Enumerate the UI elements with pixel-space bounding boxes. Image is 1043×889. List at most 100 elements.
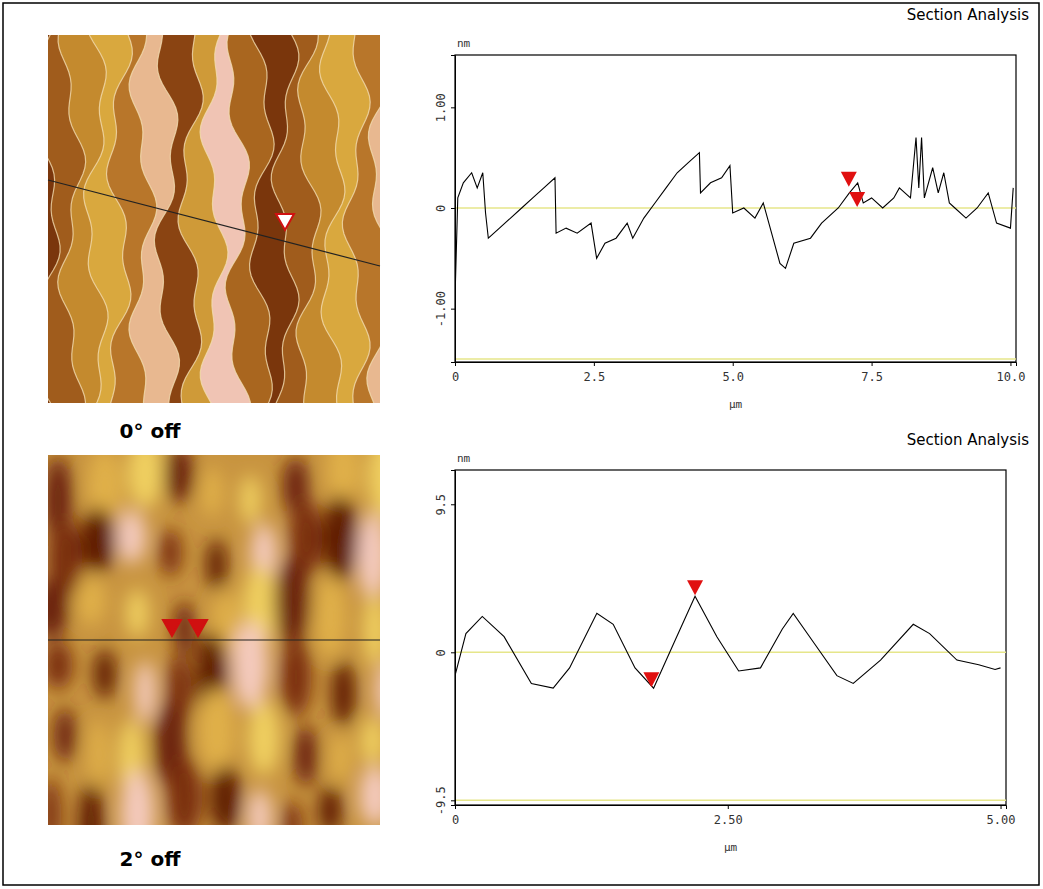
y-tick-mark [451,800,455,801]
cursor [687,580,703,595]
section-line [48,639,380,640]
surface-blob [48,777,61,825]
step-edge [154,35,179,403]
section-chart: 2° offSection Analysisnmµm02.505.009.50-… [120,431,1030,871]
y-axis-line [451,56,456,363]
surface-blob [315,574,346,658]
y-tick-mark [451,504,455,505]
terrace [367,35,380,403]
y-tick: -9.5 [434,786,455,815]
step-edge [129,35,157,403]
y-axis-title: nm [457,452,471,465]
step-edge [200,35,228,403]
x-tick-label: 10.0 [996,370,1025,384]
reference-lines [455,652,1006,800]
surface-blob [357,512,380,599]
y-tick-label: 9.5 [434,494,448,516]
step-edge [225,35,251,403]
surface-blob [368,455,380,518]
afm-image [48,455,380,825]
x-axis-line [456,363,1017,367]
cursor [841,172,857,187]
height-profile [455,138,1013,299]
step-edge [320,35,345,403]
surface-blob [323,495,359,582]
surface-blob [330,733,350,784]
cursor [643,672,659,687]
image-caption: 2° off [120,847,182,871]
step-edge [271,35,299,403]
marks [455,580,1001,688]
y-axis: 1.000-1.00 [434,56,456,363]
step-edge [249,35,274,403]
x-tick-label: 2.5 [584,370,606,384]
chart-title: Section Analysis [907,431,1029,449]
surface-blob [199,688,235,773]
surface-blob [48,641,73,689]
figure: 0° off Section Analysis nm µm 0 2.5 5.0 7.5 10.0… [0,0,1043,889]
surface-blob [363,593,380,666]
surface-blob [248,700,279,775]
y-axis: 9.50-9.5 [434,471,456,816]
surface-blob [294,725,318,786]
step-edge [106,35,132,403]
x-tick-label: 5.0 [722,370,744,384]
surface-blob [126,589,148,638]
x-tick: 0 [452,805,459,827]
surface-blob [48,579,69,639]
surface-blob [280,637,311,717]
surface-blob [128,455,163,508]
y-tick: 9.5 [434,494,455,516]
image-caption: 0° off [120,419,182,443]
image-cursor [276,214,294,230]
surface-blob [232,621,268,709]
x-tick-mark [1010,362,1011,366]
surface-blob [165,455,194,503]
x-tick-label: 0 [452,370,459,384]
surface-blob [361,717,380,765]
surface-blob [360,766,380,825]
terrace [342,35,380,403]
section-line [48,180,380,266]
images [11,30,416,867]
surface-blob [282,800,302,825]
reference-lines [455,208,1016,359]
reference-line [455,652,1006,654]
image-ground [48,455,380,825]
y-tick: 1.00 [434,93,455,122]
reference-line [455,207,1016,209]
section-chart: 0° offSection Analysisnmµm02.55.07.510.0… [120,6,1030,443]
surface-blob [274,557,310,645]
height-profile [455,596,1001,688]
x-tick: 5.00 [987,805,1016,827]
x-axis-title: µm [724,841,738,854]
step-edge [367,35,380,403]
x-tick: 10.0 [996,362,1025,384]
surface-blob [201,467,223,516]
x-tick: 7.5 [861,362,883,384]
x-axis-line [456,806,1007,810]
x-tick-label: 7.5 [861,370,883,384]
y-tick-mark [451,309,455,310]
y-tick-label: 1.00 [434,93,448,122]
reference-line [455,800,1006,802]
image-cursor [163,620,181,636]
surface-blob [332,660,356,727]
surface-blob [210,765,241,825]
plot-frame [455,470,1006,805]
y-tick: 0 [434,205,455,212]
x-tick-mark [872,362,873,366]
x-tick-label: 5.00 [987,813,1016,827]
surface-blob [78,783,104,825]
y-tick-mark [451,652,455,653]
x-tick: 5.0 [722,362,744,384]
surface-blob [76,575,105,625]
surface-blob [318,785,342,825]
x-tick-mark [733,362,734,366]
cursor [849,192,865,207]
surface-blob [117,510,146,563]
step-edge [342,35,370,403]
surface-blob [248,789,272,825]
marks [455,138,1013,299]
chart-title: Section Analysis [907,6,1029,24]
